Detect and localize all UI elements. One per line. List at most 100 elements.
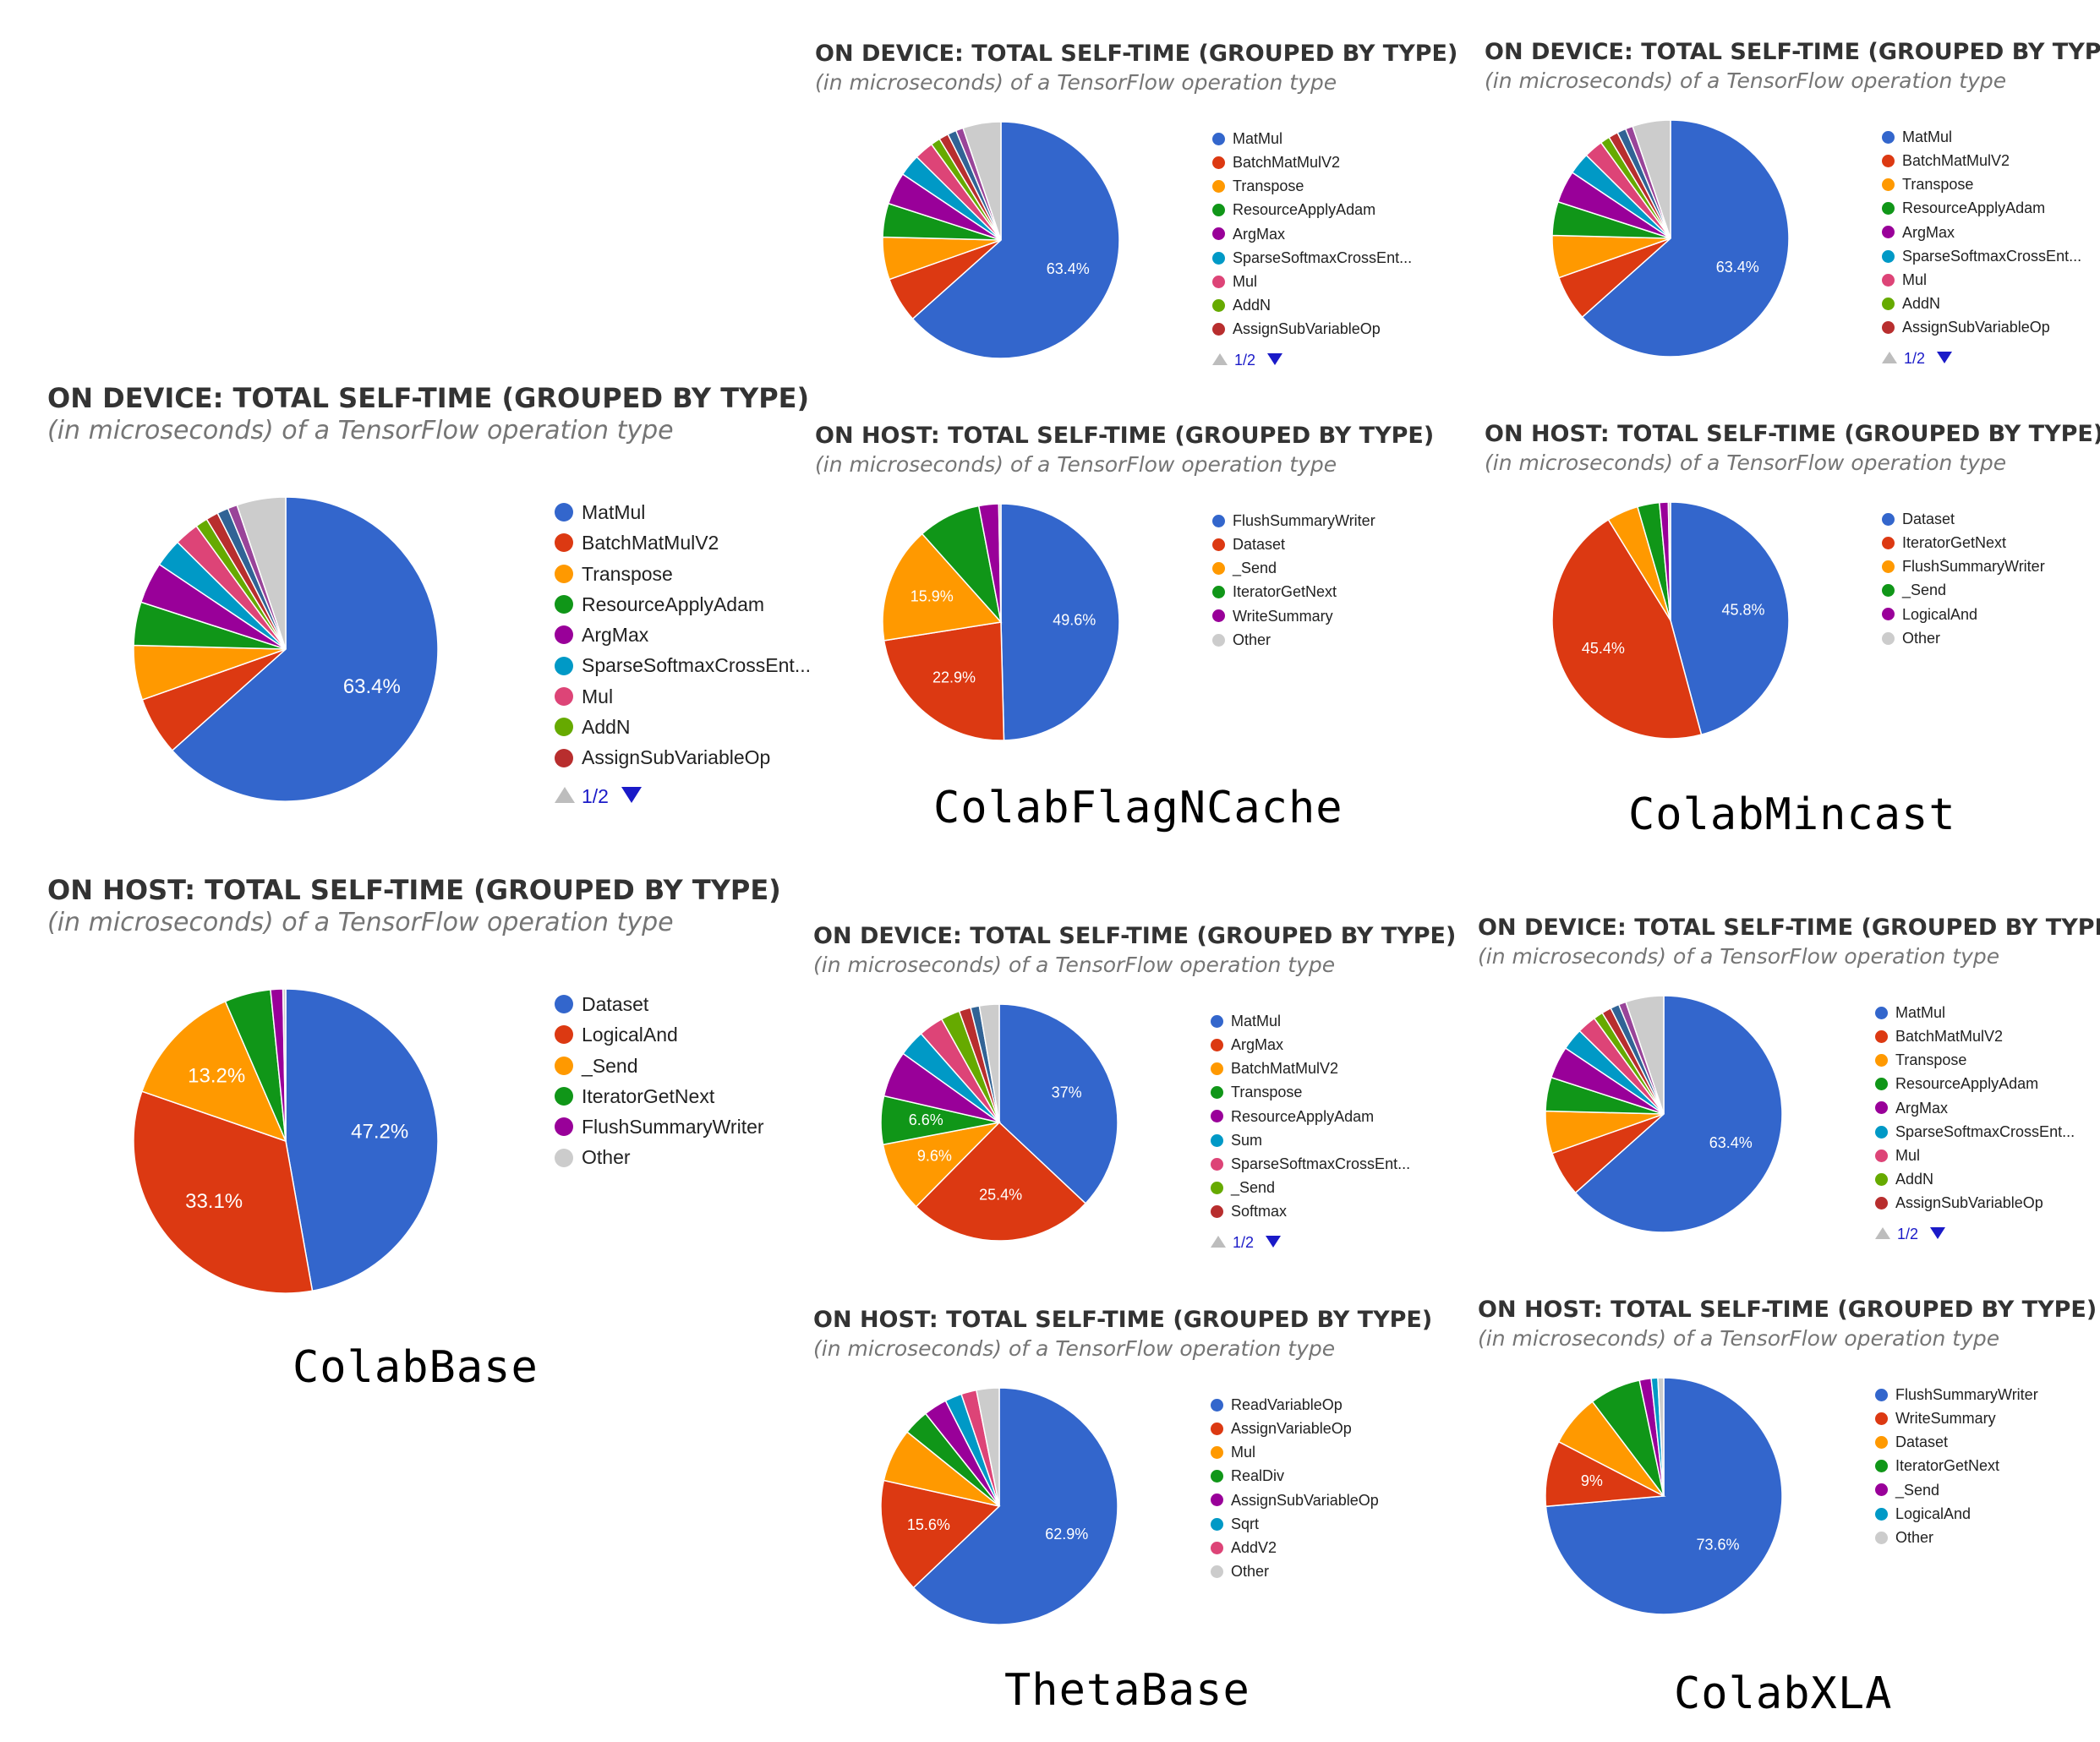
legend-label: FlushSummaryWriter <box>1895 1385 2038 1403</box>
pie-slice-batchmatmulv2[interactable] <box>882 1121 1002 1208</box>
pie-slice-other[interactable] <box>978 1003 1000 1123</box>
pager-up-icon[interactable] <box>1212 352 1228 365</box>
pie-slice-other[interactable] <box>976 1387 1000 1507</box>
legend-label: FlushSummaryWriter <box>582 1116 764 1139</box>
pie-slice-matmul[interactable] <box>1574 995 1783 1233</box>
legend-label: ResourceApplyAdam <box>1233 201 1376 219</box>
pager-up-icon[interactable] <box>1882 351 1897 363</box>
legend-swatch <box>1875 1507 1888 1521</box>
legend-label: SparseSoftmaxCrossEnt... <box>1902 247 2082 265</box>
legend-label: Softmax <box>1231 1203 1288 1220</box>
legend-label: MatMul <box>1231 1012 1282 1029</box>
legend-swatch <box>1212 132 1225 145</box>
pager-up-icon[interactable] <box>555 786 575 803</box>
legend-label: IteratorGetNext <box>1233 583 1337 601</box>
legend-swatch <box>1875 1172 1888 1186</box>
pie-slice-iteratorgetnext[interactable] <box>1551 518 1703 740</box>
pie-slice-other[interactable] <box>282 988 287 1142</box>
legend-label: IteratorGetNext <box>582 1084 715 1107</box>
legend-swatch <box>555 503 573 522</box>
legend-swatch <box>1212 156 1225 169</box>
pie-slice-other[interactable] <box>1657 1377 1665 1497</box>
legend-swatch <box>1211 1014 1223 1028</box>
legend-label: AddV2 <box>1231 1538 1277 1556</box>
pie-chart[interactable]: 45.8% 45.4% <box>1550 500 1791 740</box>
legend-swatch <box>1212 251 1225 265</box>
pie-slice-other[interactable] <box>962 121 1002 241</box>
legend-swatch <box>1212 227 1225 241</box>
legend-swatch <box>1875 1460 1888 1473</box>
pager-down-icon[interactable] <box>1266 352 1282 365</box>
pie-slice-label: 63.4% <box>1716 259 1759 276</box>
pager-down-icon[interactable] <box>621 786 643 803</box>
legend-swatch <box>1875 1412 1888 1425</box>
chart-title: ON HOST: TOTAL SELF-TIME (GROUPED BY TYP… <box>1485 421 2100 447</box>
legend-label: BatchMatMulV2 <box>582 532 719 554</box>
pie-chart[interactable]: 63.4% <box>1544 994 1784 1234</box>
pie-slice-other[interactable] <box>1632 119 1671 239</box>
pager-down-icon[interactable] <box>1936 351 1952 363</box>
pie-chart[interactable]: 63.4% <box>881 120 1121 360</box>
legend-label: Transpose <box>582 562 673 585</box>
pager-down-icon[interactable] <box>1929 1226 1945 1239</box>
legend-swatch <box>1211 1541 1223 1554</box>
legend-swatch <box>1875 1053 1888 1067</box>
pie-chart[interactable]: 62.9% 15.6% <box>879 1386 1119 1626</box>
legend-swatch <box>1211 1086 1223 1100</box>
chart-title: ON DEVICE: TOTAL SELF-TIME (GROUPED BY T… <box>1478 915 2100 941</box>
legend-label: ArgMax <box>1231 1035 1284 1053</box>
legend-swatch <box>1882 273 1895 287</box>
chart-title: ON HOST: TOTAL SELF-TIME (GROUPED BY TYP… <box>815 423 1435 449</box>
pie-slice-label: 49.6% <box>1053 612 1096 629</box>
pie-slice-dataset[interactable] <box>285 988 439 1292</box>
pie-slice-flushsummarywriter[interactable] <box>1000 503 1120 741</box>
legend-swatch <box>1882 154 1895 167</box>
pie-slice-logicaland[interactable] <box>133 1090 314 1294</box>
pager-up-icon[interactable] <box>1875 1226 1890 1239</box>
legend-swatch <box>555 1056 573 1075</box>
legend-label: BatchMatMulV2 <box>1233 153 1341 171</box>
pie-chart[interactable]: 73.6% 9% <box>1544 1376 1784 1616</box>
pie-slice-other[interactable] <box>1667 501 1671 621</box>
pie-slice-other[interactable] <box>236 496 287 650</box>
pie-chart[interactable]: 47.2% 33.1% 13.2% <box>132 987 440 1295</box>
pie-slice-other[interactable] <box>998 503 1002 623</box>
pie-slice-send[interactable] <box>140 1000 287 1143</box>
pie-slice-dataset[interactable] <box>1670 501 1790 736</box>
legend-swatch <box>1212 323 1225 336</box>
pie-chart[interactable]: 63.4% <box>1550 118 1791 358</box>
legend-label: Transpose <box>1233 177 1304 195</box>
pager-down-icon[interactable] <box>1265 1235 1281 1248</box>
legend-label: MatMul <box>1233 129 1283 147</box>
pie-slice-argmax[interactable] <box>915 1121 1087 1242</box>
legend-label: MatMul <box>1895 1003 1946 1021</box>
legend-swatch <box>1211 1494 1223 1507</box>
pie-slice-other[interactable] <box>1625 995 1665 1115</box>
pie-slice-send[interactable] <box>882 532 1003 642</box>
legend-label: BatchMatMulV2 <box>1895 1027 2004 1045</box>
pie-slice-assignvariableop[interactable] <box>880 1479 1001 1589</box>
pie-chart[interactable]: 37% 25.4% 9.6% 6.6% <box>879 1002 1119 1242</box>
legend-label: IteratorGetNext <box>1902 533 2007 551</box>
pie-slice-dataset[interactable] <box>883 621 1005 741</box>
pie-slice-label: 13.2% <box>188 1064 245 1087</box>
legend-swatch <box>555 625 573 645</box>
legend-label: Transpose <box>1231 1084 1303 1101</box>
pie-chart[interactable]: 63.4% <box>132 495 440 803</box>
pie-slice-matmul[interactable] <box>911 121 1120 359</box>
chart-title: ON HOST: TOTAL SELF-TIME (GROUPED BY TYP… <box>47 874 781 906</box>
legend-swatch <box>1882 584 1895 598</box>
pie-slice-matmul[interactable] <box>998 1003 1118 1204</box>
pie-slice-matmul[interactable] <box>171 496 439 802</box>
pie-slice-readvariableop[interactable] <box>912 1387 1118 1625</box>
legend-label: SparseSoftmaxCrossEnt... <box>1233 248 1413 266</box>
pie-slice-writesummary[interactable] <box>1545 1440 1666 1508</box>
legend-label: LogicalAnd <box>1895 1504 1971 1522</box>
pie-chart[interactable]: 49.6% 22.9% 15.9% <box>881 502 1121 742</box>
pager-text: 1/2 <box>582 784 609 807</box>
legend-swatch <box>555 564 573 583</box>
legend-label: Mul <box>1233 272 1258 290</box>
pager-up-icon[interactable] <box>1211 1235 1226 1248</box>
pie-slice-matmul[interactable] <box>1581 119 1790 358</box>
legend-swatch <box>555 748 573 767</box>
